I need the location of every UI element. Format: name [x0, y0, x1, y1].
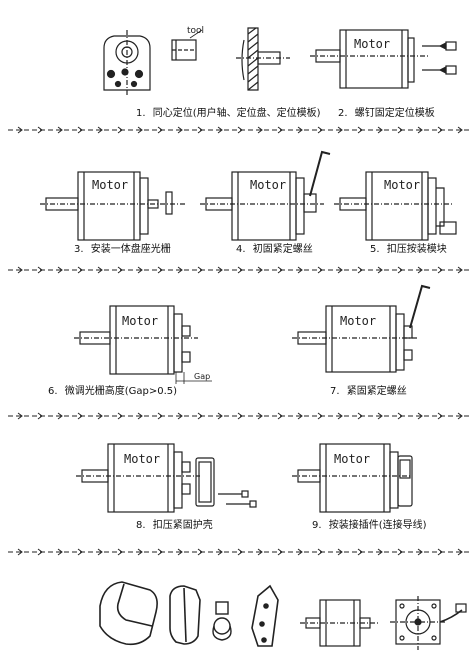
step8-number: 8. — [136, 520, 146, 531]
motor-side-view — [300, 599, 380, 647]
motor-label-8: Motor — [124, 452, 160, 466]
step6-caption: 微调光栅高度(Gap>0.5) — [65, 384, 177, 397]
step6-number: 6. — [48, 386, 58, 397]
motor-label-9: Motor — [334, 452, 370, 466]
mounting-disc-part — [103, 30, 151, 96]
motor-label-3: Motor — [92, 178, 128, 192]
svg-text:9. 按装接插件(连接导线): 9. 按装接插件(连接导线) — [312, 518, 427, 531]
step3-number: 3. — [74, 244, 84, 255]
gap-label: Gap — [194, 372, 210, 381]
step7-number: 7. — [330, 386, 340, 397]
step2-number: 2. — [338, 108, 348, 119]
connector-part-3d — [212, 601, 232, 641]
motor-front-view — [390, 596, 467, 650]
step2-illustration — [310, 29, 457, 89]
step9-illustration — [292, 443, 413, 513]
encoder-board-3d — [251, 584, 279, 647]
svg-text:6. 微调光栅高度(Gap>0.5): 6. 微调光栅高度(Gap>0.5) — [48, 384, 177, 397]
step3-illustration — [40, 171, 186, 241]
svg-text:7. 紧固紧定螺丝: 7. 紧固紧定螺丝 — [330, 384, 407, 397]
svg-text:2. 螺钉固定定位模板: 2. 螺钉固定定位模板 — [338, 106, 435, 119]
arrow-separator-1 — [8, 126, 470, 134]
svg-text:5. 扣压按装模块: 5. 扣压按装模块 — [370, 242, 447, 255]
svg-text:8. 扣压紧固护壳: 8. 扣压紧固护壳 — [136, 518, 213, 531]
step3-caption: 安装一体盘座光栅 — [91, 242, 171, 255]
step1-illustration: tool — [103, 26, 290, 96]
step7-illustration — [292, 284, 431, 373]
step2-caption: 螺钉固定定位模板 — [355, 106, 435, 119]
step4-number: 4. — [236, 244, 246, 255]
tool-label: tool — [187, 26, 204, 36]
step7-caption: 紧固紧定螺丝 — [347, 384, 407, 397]
motor-label-7: Motor — [340, 314, 376, 328]
svg-text:3. 安装一体盘座光栅: 3. 安装一体盘座光栅 — [74, 242, 171, 255]
step5-illustration — [334, 171, 457, 241]
arrow-separator-2 — [8, 266, 470, 274]
motor-label-6: Motor — [122, 314, 158, 328]
arrow-separator-4 — [8, 548, 470, 556]
motor-label-4: Motor — [250, 178, 286, 192]
motor-label: Motor — [354, 37, 390, 51]
step1-number: 1. — [136, 108, 146, 119]
arrow-separator-3 — [8, 412, 470, 420]
step4-caption: 初固紧定螺丝 — [253, 242, 313, 255]
step1-caption: 同心定位(用户轴、定位盘、定位模板) — [153, 106, 321, 119]
step9-caption: 按装接插件(连接导线) — [329, 518, 427, 531]
step5-caption: 扣压按装模块 — [387, 242, 447, 255]
step5-number: 5. — [370, 244, 380, 255]
step6-illustration — [74, 305, 212, 384]
step9-number: 9. — [312, 520, 322, 531]
hatched-flange-part — [236, 27, 290, 91]
svg-text:1. 同心定位(用户轴、定位盘、定位模板): 1. 同心定位(用户轴、定位盘、定位模板) — [136, 106, 321, 119]
motor-label-5: Motor — [384, 178, 420, 192]
step4-illustration — [200, 150, 331, 241]
svg-text:4. 初固紧定螺丝: 4. 初固紧定螺丝 — [236, 242, 313, 255]
protective-cover — [195, 457, 215, 507]
encoder-cover-3d — [99, 581, 158, 646]
step8-illustration — [76, 443, 257, 513]
encoder-housing-3d — [169, 585, 201, 645]
step8-caption: 扣压紧固护壳 — [153, 518, 213, 531]
tool-sleeve-part — [171, 29, 203, 61]
